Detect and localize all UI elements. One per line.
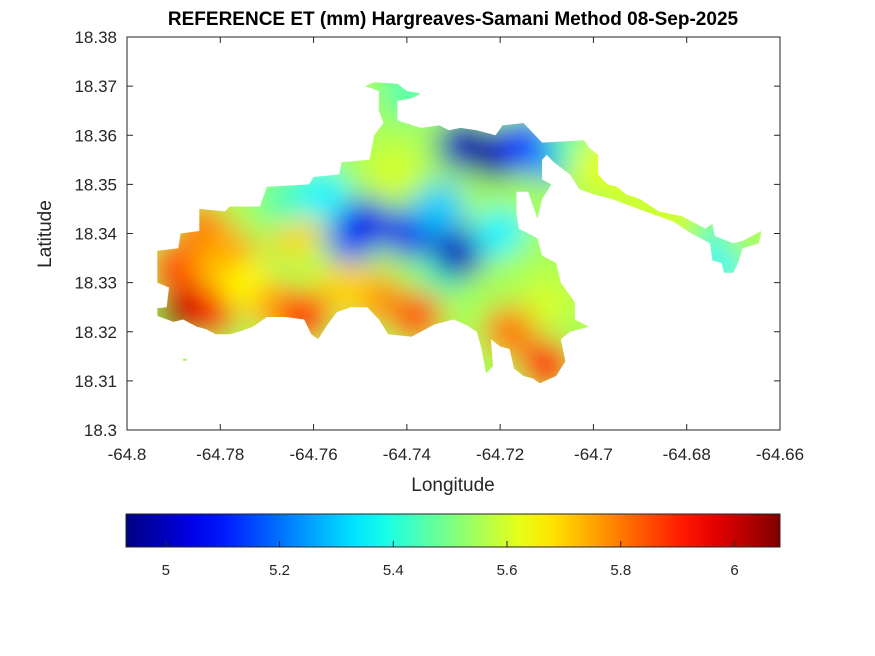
colorbar: 5 5.2 5.4 5.6 5.8 6 [125,513,781,579]
et-value-point [413,182,466,235]
et-value-point [157,241,200,294]
colorbar-tick-label: 5.2 [269,562,290,579]
et-value-point [338,197,391,250]
x-tick-label: -64.72 [476,445,524,464]
y-tick-label: 18.31 [74,372,117,391]
y-tick-label: 18.33 [74,274,117,293]
y-tick-label: 18.34 [74,225,117,244]
colorbar-tick-label: 6 [730,562,738,579]
et-value-point [366,143,419,196]
y-axis-label: Latitude [35,200,56,268]
y-axis: 18.3 18.31 18.32 18.33 18.34 18.35 18.36 18.37 1… [74,28,780,440]
x-tick-label: -64.78 [196,445,244,464]
colorbar-tick-label: 5.8 [610,562,631,579]
et-value-point [320,261,373,314]
chart-title: REFERENCE ET (mm) Hargreaves-Samani Meth… [168,9,739,30]
et-value-point [184,286,237,339]
colorbar-tick-label: 5.4 [383,562,404,579]
y-tick-label: 18.36 [74,126,117,145]
et-value-point [432,227,485,280]
x-tick-label: -64.76 [289,445,337,464]
x-axis: -64.8 -64.78 -64.76 -64.74 -64.72 -64.7 -64.68… [108,37,804,464]
et-value-point [520,276,573,329]
y-tick-label: 18.32 [74,323,117,342]
y-tick-label: 18.38 [74,28,117,47]
y-tick-label: 18.3 [84,421,117,440]
et-value-point [474,207,527,260]
x-axis-label: Longitude [411,475,494,496]
y-tick-label: 18.37 [74,77,117,96]
x-tick-label: -64.66 [756,445,804,464]
plot-area: -64.8 -64.78 -64.76 -64.74 -64.72 -64.7 -64.68… [74,28,804,464]
x-tick-label: -64.8 [108,445,147,464]
y-tick-label: 18.35 [74,175,117,194]
x-tick-label: -64.68 [663,445,711,464]
colorbar-ticks: 5 5.2 5.4 5.6 5.8 6 [162,541,739,579]
colorbar-tick-label: 5.6 [497,562,518,579]
x-tick-label: -64.74 [383,445,431,464]
colorbar-tick-label: 5 [162,562,170,579]
colorbar-gradient [125,513,781,548]
x-tick-label: -64.7 [574,445,613,464]
